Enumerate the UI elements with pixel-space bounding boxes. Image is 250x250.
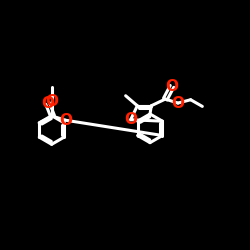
Text: O: O xyxy=(172,96,184,110)
Text: O: O xyxy=(45,94,58,109)
Text: O: O xyxy=(59,113,72,128)
Text: O: O xyxy=(166,79,178,94)
Text: O: O xyxy=(41,96,54,111)
Text: O: O xyxy=(124,112,137,127)
